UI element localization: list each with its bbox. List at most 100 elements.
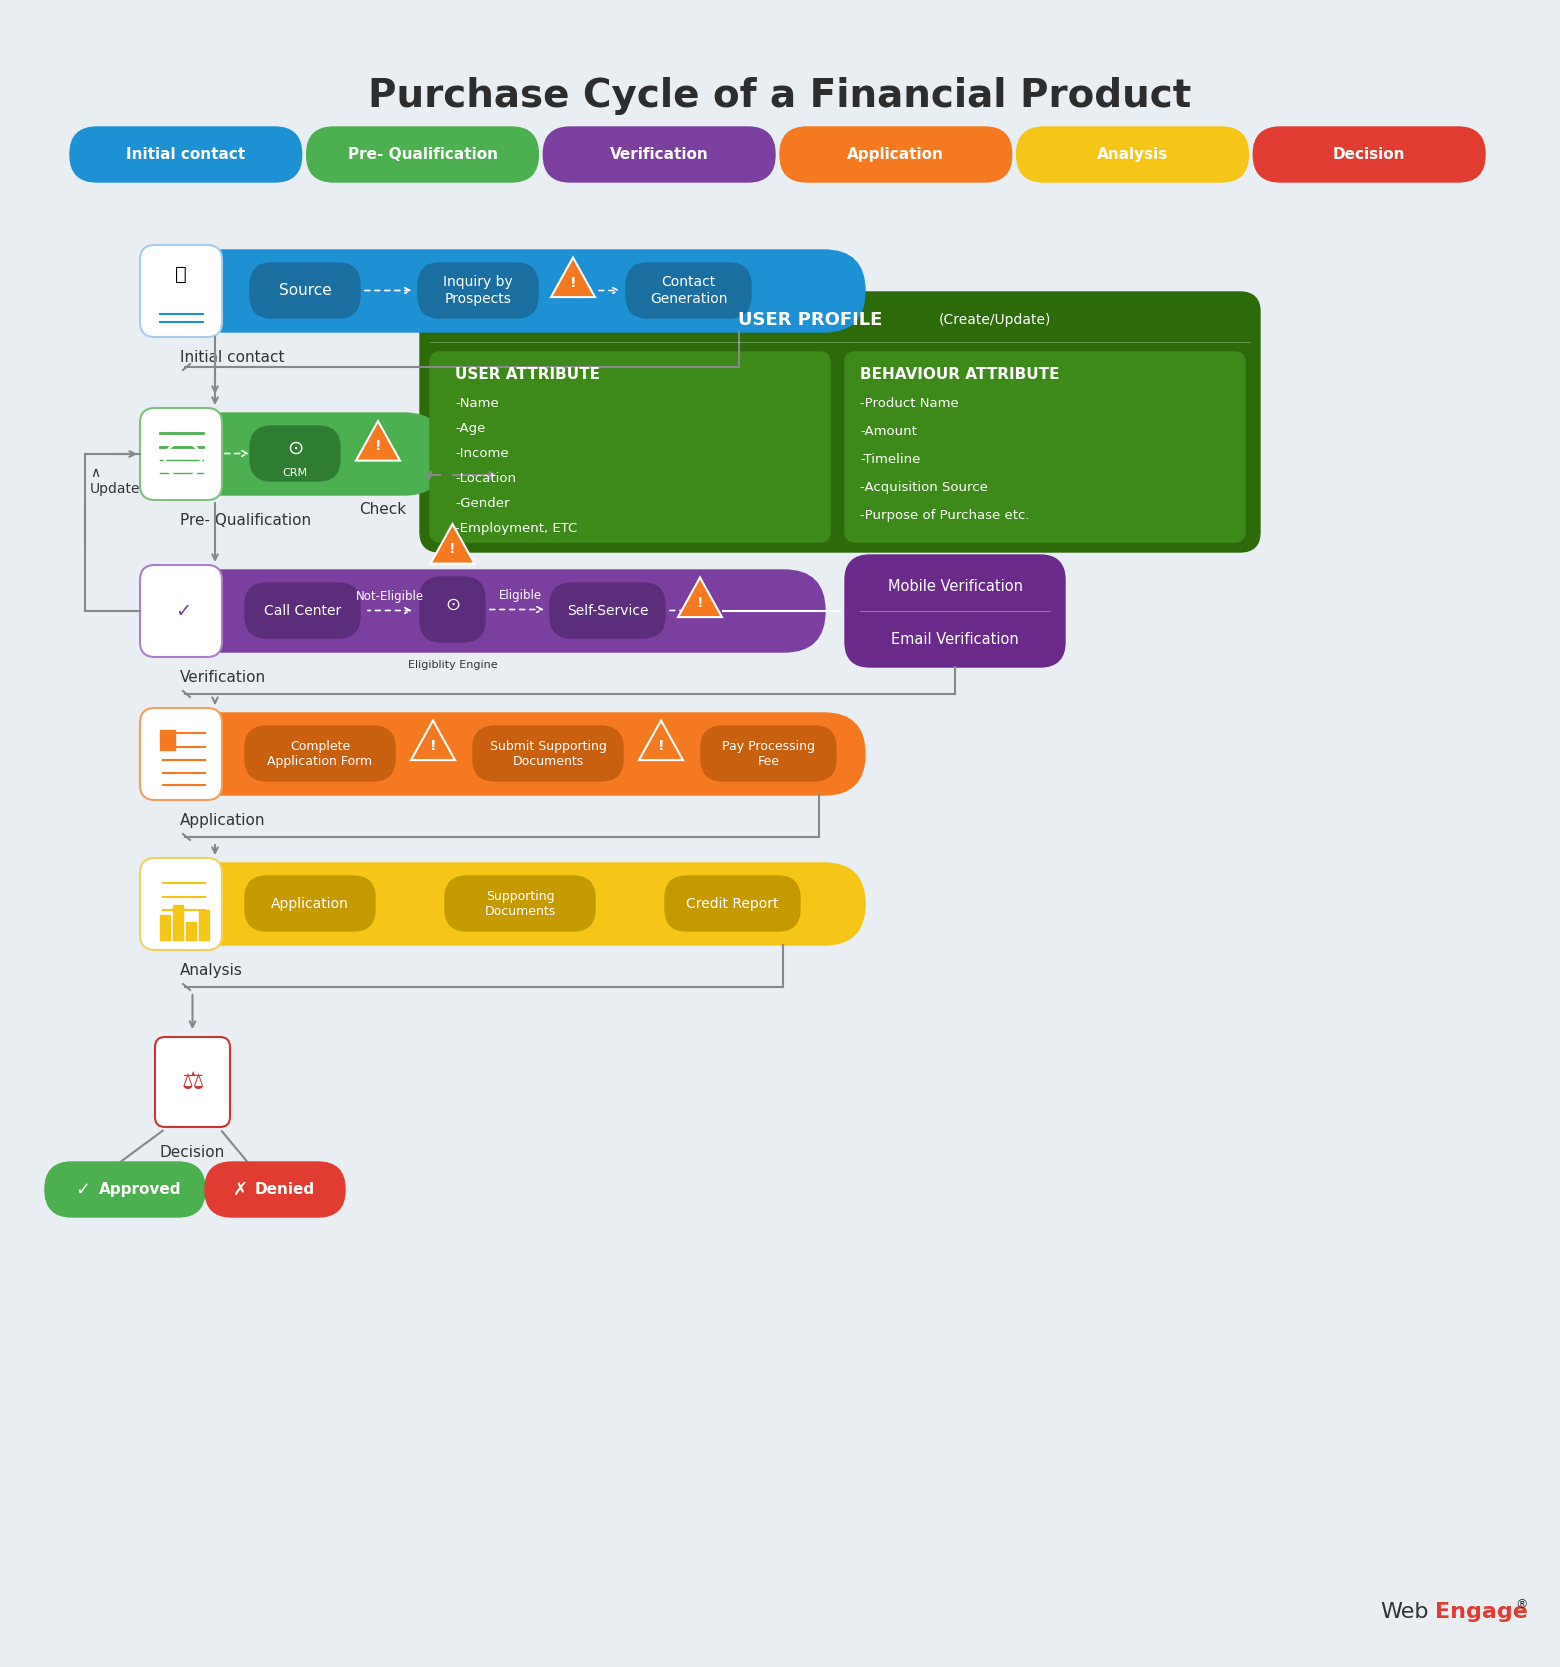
FancyBboxPatch shape (1253, 127, 1485, 182)
Text: -Timeline: -Timeline (860, 453, 920, 467)
FancyBboxPatch shape (700, 727, 836, 782)
FancyBboxPatch shape (45, 1162, 204, 1217)
Text: Pre- Qualification: Pre- Qualification (179, 513, 310, 528)
FancyBboxPatch shape (145, 250, 864, 332)
Text: Pay Processing
Fee: Pay Processing Fee (722, 740, 814, 767)
Text: -Purpose of Purchase etc.: -Purpose of Purchase etc. (860, 508, 1030, 522)
Bar (200, 910, 209, 940)
Polygon shape (431, 523, 474, 563)
FancyBboxPatch shape (140, 408, 222, 500)
Text: ✓: ✓ (75, 1180, 90, 1199)
Text: ∧
Update: ∧ Update (90, 465, 140, 497)
Text: Application: Application (179, 813, 265, 828)
FancyBboxPatch shape (245, 727, 395, 782)
Text: Application: Application (847, 147, 944, 162)
Text: Initial contact: Initial contact (126, 147, 245, 162)
FancyBboxPatch shape (420, 577, 485, 642)
Text: !: ! (697, 595, 704, 610)
Text: !: ! (429, 738, 437, 753)
Text: Application: Application (271, 897, 349, 910)
Text: Decision: Decision (1332, 147, 1406, 162)
Text: Contact
Generation: Contact Generation (651, 275, 727, 305)
FancyBboxPatch shape (420, 292, 1260, 552)
FancyBboxPatch shape (626, 263, 750, 318)
Text: Pre- Qualification: Pre- Qualification (348, 147, 498, 162)
Text: Engage: Engage (1435, 1602, 1527, 1622)
FancyBboxPatch shape (245, 583, 360, 638)
Text: ✓: ✓ (175, 602, 192, 620)
FancyBboxPatch shape (846, 352, 1245, 542)
FancyBboxPatch shape (140, 245, 222, 337)
Text: Eligiblity Engine: Eligiblity Engine (407, 660, 498, 670)
Text: Email Verification: Email Verification (891, 632, 1019, 647)
Text: Initial contact: Initial contact (179, 350, 284, 365)
Text: !: ! (658, 738, 665, 753)
FancyBboxPatch shape (445, 875, 594, 930)
Text: -Employment, ETC: -Employment, ETC (456, 522, 577, 535)
FancyBboxPatch shape (543, 127, 775, 182)
Text: Credit Report: Credit Report (686, 897, 778, 910)
FancyBboxPatch shape (204, 1162, 345, 1217)
FancyBboxPatch shape (140, 859, 222, 950)
Text: Decision: Decision (159, 1145, 225, 1160)
Text: Approved: Approved (98, 1182, 181, 1197)
Text: -Income: -Income (456, 447, 509, 460)
FancyBboxPatch shape (551, 583, 665, 638)
Text: ®: ® (1515, 1599, 1527, 1612)
Text: -Age: -Age (456, 422, 485, 435)
FancyBboxPatch shape (846, 555, 1065, 667)
Text: -Name: -Name (456, 397, 499, 410)
FancyBboxPatch shape (145, 713, 864, 795)
Polygon shape (551, 257, 594, 297)
Text: Inquiry by
Prospects: Inquiry by Prospects (443, 275, 513, 305)
Text: ⊙: ⊙ (445, 595, 460, 613)
Text: Source: Source (279, 283, 331, 298)
Text: Verification: Verification (179, 670, 267, 685)
Bar (186, 922, 197, 940)
Text: -Amount: -Amount (860, 425, 917, 438)
Text: Eligible: Eligible (499, 588, 541, 602)
Bar (161, 730, 175, 750)
Text: Analysis: Analysis (1097, 147, 1168, 162)
Text: Verification: Verification (610, 147, 708, 162)
Text: Self-Service: Self-Service (566, 603, 649, 617)
Text: Denied: Denied (254, 1182, 315, 1197)
Text: Analysis: Analysis (179, 964, 243, 979)
Text: USER PROFILE: USER PROFILE (738, 312, 883, 328)
Text: Complete
Application Form: Complete Application Form (267, 740, 373, 767)
Text: Check: Check (359, 502, 406, 517)
Text: CRM: CRM (282, 468, 307, 478)
Text: Call Center: Call Center (264, 603, 342, 617)
FancyBboxPatch shape (780, 127, 1012, 182)
Text: USER ATTRIBUTE: USER ATTRIBUTE (456, 367, 601, 382)
Text: BEHAVIOUR ATTRIBUTE: BEHAVIOUR ATTRIBUTE (860, 367, 1059, 382)
Text: Not-Eligible: Not-Eligible (356, 590, 424, 602)
FancyBboxPatch shape (70, 127, 301, 182)
FancyBboxPatch shape (250, 427, 340, 482)
Text: -Product Name: -Product Name (860, 397, 959, 410)
Text: -Gender: -Gender (456, 497, 510, 510)
Polygon shape (640, 720, 683, 760)
Text: -Acquisition Source: -Acquisition Source (860, 482, 987, 493)
FancyBboxPatch shape (665, 875, 800, 930)
FancyBboxPatch shape (418, 263, 538, 318)
Bar (161, 915, 170, 940)
Text: (Create/Update): (Create/Update) (939, 313, 1051, 327)
Polygon shape (356, 422, 399, 460)
FancyBboxPatch shape (154, 1037, 229, 1127)
FancyBboxPatch shape (307, 127, 538, 182)
Text: Web: Web (1381, 1602, 1429, 1622)
Bar (173, 905, 183, 940)
Text: Submit Supporting
Documents: Submit Supporting Documents (490, 740, 607, 767)
FancyBboxPatch shape (145, 570, 825, 652)
FancyBboxPatch shape (140, 565, 222, 657)
Text: !: ! (569, 275, 576, 290)
FancyBboxPatch shape (431, 352, 830, 542)
FancyBboxPatch shape (140, 708, 222, 800)
Text: ✗: ✗ (232, 1180, 248, 1199)
FancyBboxPatch shape (145, 864, 864, 945)
Text: -Location: -Location (456, 472, 516, 485)
FancyBboxPatch shape (250, 263, 360, 318)
Text: 👤: 👤 (175, 265, 187, 283)
Text: Mobile Verification: Mobile Verification (888, 578, 1022, 593)
